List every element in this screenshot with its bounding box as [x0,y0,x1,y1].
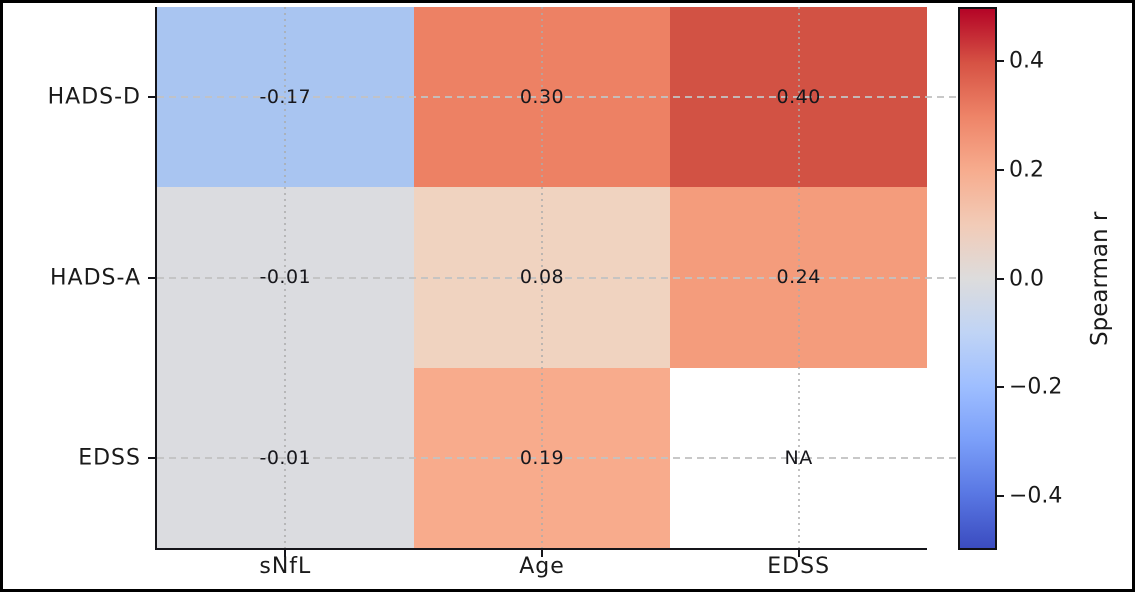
x-tick-mark [797,550,800,557]
colorbar-tick-label: −0.2 [1009,374,1063,400]
cell-value: 0.30 [519,86,565,109]
x-tick-label-edss: EDSS [767,554,831,579]
y-tick-label-hads-a: HADS-A [49,265,141,290]
colorbar-tick-labels: 0.4 0.2 0.0 −0.2 −0.4 [1009,7,1075,550]
colorbar-tick-label: 0.0 [1009,266,1044,291]
heatmap-cell-hads-d-edss: 0.40 [670,7,927,188]
heatmap-cell-hads-a-snfl: -0.01 [157,187,414,368]
heatmap-plot-area: -0.17 0.30 0.40 -0.01 0.08 0.24 -0.01 0.19 NA [155,7,927,550]
y-tick-label-hads-d: HADS-D [47,84,141,110]
x-tick-label-age: Age [519,554,565,579]
heatmap-cell-hads-d-snfl: -0.17 [157,7,414,188]
y-tick-mark [148,96,155,99]
cell-value: 0.08 [519,266,565,289]
x-tick-mark [541,550,543,557]
y-axis-labels: HADS-D HADS-A EDSS [3,7,147,548]
heatmap-cell-edss-snfl: -0.01 [157,367,414,548]
x-tick-mark [284,550,287,557]
colorbar-tick-label: 0.2 [1009,157,1044,183]
y-tick-mark [148,456,155,459]
heatmap-grid: -0.17 0.30 0.40 -0.01 0.08 0.24 -0.01 0.19 NA [157,7,927,548]
heatmap-cell-edss-age: 0.19 [413,367,671,548]
colorbar-tick-label: −0.4 [1009,483,1063,509]
y-tick-mark [148,276,155,279]
cell-value: 0.19 [519,446,565,469]
heatmap-cell-edss-edss: NA [670,367,927,548]
cell-value: -0.01 [259,266,312,289]
colorbar-axis-label: Spearman r [1087,211,1113,346]
colorbar-tick-mark [997,168,1004,171]
heatmap-cell-hads-d-age: 0.30 [413,7,671,188]
cell-value: -0.01 [259,446,312,469]
colorbar-tick-mark [997,277,1004,280]
colorbar-ticks [997,7,1005,550]
colorbar-tick-mark [997,386,1004,389]
heatmap-cell-hads-a-edss: 0.24 [670,187,927,368]
cell-value: 0.40 [776,86,821,109]
y-tick-label-edss: EDSS [78,445,141,471]
colorbar [958,7,997,550]
x-axis-labels: sNfL Age EDSS [157,554,927,584]
x-tick-label-snfl: sNfL [259,554,312,579]
cell-value: NA [784,446,813,469]
colorbar-tick-mark [997,494,1004,497]
heatmap-cell-hads-a-age: 0.08 [413,187,671,368]
cell-value: 0.24 [776,266,821,289]
colorbar-tick-mark [997,60,1004,63]
colorbar-tick-label: 0.4 [1009,48,1044,74]
cell-value: -0.17 [259,86,312,109]
